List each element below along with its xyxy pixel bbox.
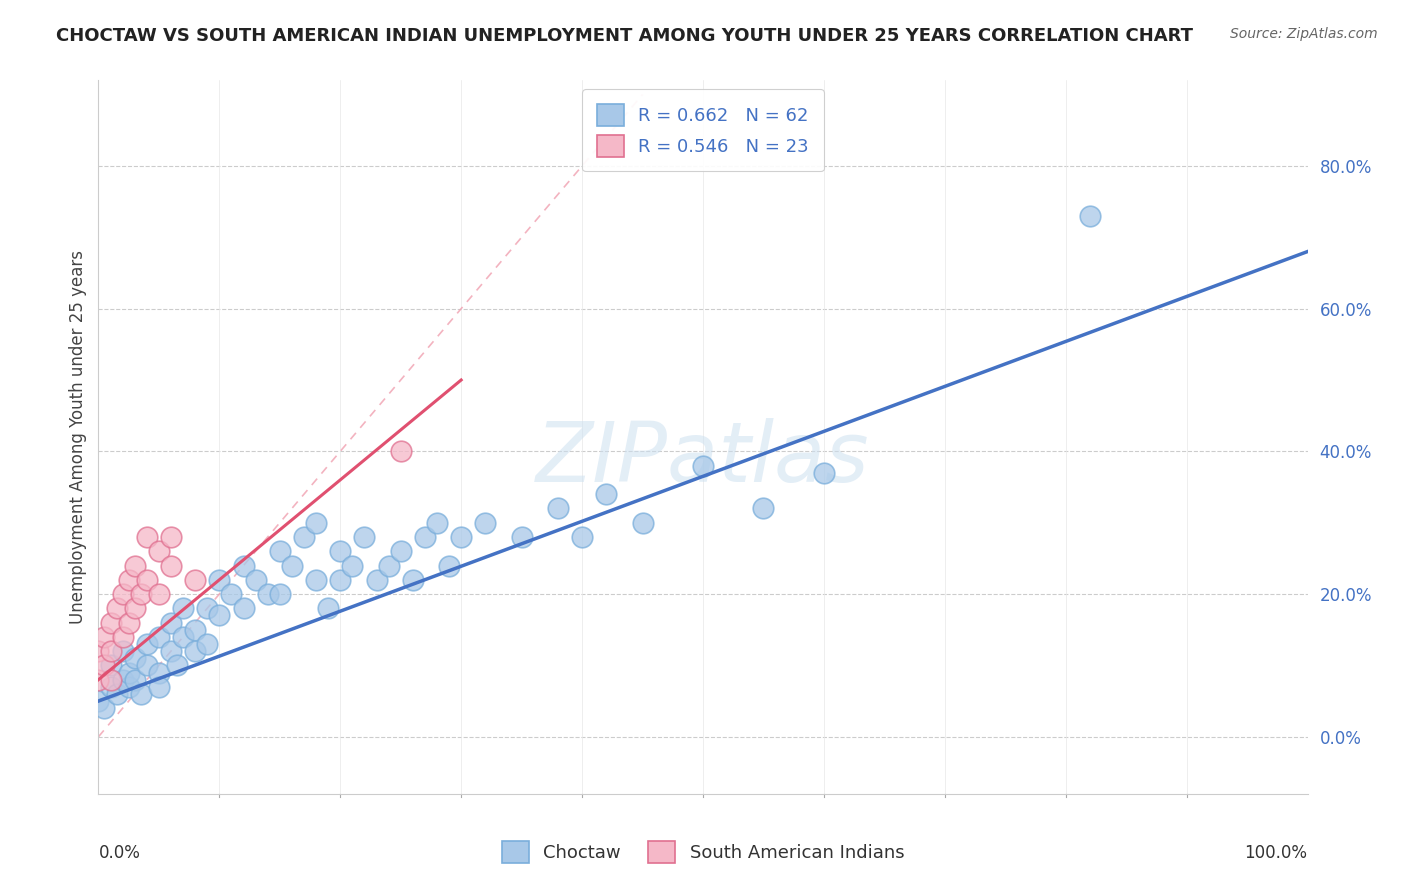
Point [135, 658, 157, 673]
Point [208, 573, 231, 587]
Point [510, 530, 533, 544]
Point [389, 444, 412, 458]
Point [305, 516, 328, 530]
Point [87, 673, 110, 687]
Point [160, 558, 183, 573]
Point [148, 680, 170, 694]
Point [93, 701, 115, 715]
Point [100, 680, 122, 694]
Point [450, 530, 472, 544]
Point [184, 573, 207, 587]
Point [160, 530, 183, 544]
Point [402, 573, 425, 587]
Point [547, 501, 569, 516]
Point [118, 573, 141, 587]
Point [135, 530, 157, 544]
Y-axis label: Unemployment Among Youth under 25 years: Unemployment Among Youth under 25 years [69, 250, 87, 624]
Point [281, 558, 304, 573]
Point [172, 601, 194, 615]
Point [111, 587, 134, 601]
Text: Source: ZipAtlas.com: Source: ZipAtlas.com [1230, 27, 1378, 41]
Point [595, 487, 617, 501]
Text: CHOCTAW VS SOUTH AMERICAN INDIAN UNEMPLOYMENT AMONG YOUTH UNDER 25 YEARS CORRELA: CHOCTAW VS SOUTH AMERICAN INDIAN UNEMPLO… [56, 27, 1194, 45]
Point [135, 573, 157, 587]
Point [160, 615, 183, 630]
Point [752, 501, 775, 516]
Point [426, 516, 449, 530]
Point [148, 630, 170, 644]
Point [118, 665, 141, 680]
Point [118, 680, 141, 694]
Point [221, 587, 243, 601]
Point [316, 601, 339, 615]
Point [269, 587, 291, 601]
Point [353, 530, 375, 544]
Point [329, 544, 352, 558]
Point [118, 615, 141, 630]
Point [129, 687, 152, 701]
Point [166, 658, 188, 673]
Point [100, 644, 122, 658]
Point [305, 573, 328, 587]
Point [245, 573, 267, 587]
Point [1078, 209, 1101, 223]
Point [100, 615, 122, 630]
Point [148, 665, 170, 680]
Point [292, 530, 315, 544]
Point [437, 558, 460, 573]
Point [105, 601, 128, 615]
Text: ZIPatlas: ZIPatlas [536, 418, 870, 499]
Point [100, 673, 122, 687]
Point [124, 558, 146, 573]
Point [124, 673, 146, 687]
Point [105, 687, 128, 701]
Point [148, 544, 170, 558]
Legend: Choctaw, South American Indians: Choctaw, South American Indians [495, 834, 911, 871]
Text: 0.0%: 0.0% [98, 844, 141, 862]
Point [631, 516, 654, 530]
Point [87, 694, 110, 708]
Point [813, 466, 835, 480]
Point [87, 644, 110, 658]
Point [129, 587, 152, 601]
Point [269, 544, 291, 558]
Point [377, 558, 399, 573]
Point [342, 558, 364, 573]
Point [184, 623, 207, 637]
Point [124, 651, 146, 665]
Point [571, 530, 593, 544]
Point [111, 630, 134, 644]
Point [172, 630, 194, 644]
Point [124, 601, 146, 615]
Point [692, 458, 714, 473]
Point [111, 644, 134, 658]
Point [389, 544, 412, 558]
Point [232, 601, 254, 615]
Point [148, 587, 170, 601]
Point [111, 673, 134, 687]
Point [100, 658, 122, 673]
Point [366, 573, 388, 587]
Point [93, 658, 115, 673]
Point [232, 558, 254, 573]
Point [135, 637, 157, 651]
Point [208, 608, 231, 623]
Point [256, 587, 278, 601]
Point [413, 530, 436, 544]
Point [93, 630, 115, 644]
Point [160, 644, 183, 658]
Text: 100.0%: 100.0% [1244, 844, 1308, 862]
Point [184, 644, 207, 658]
Point [195, 637, 218, 651]
Point [195, 601, 218, 615]
Point [329, 573, 352, 587]
Point [474, 516, 496, 530]
